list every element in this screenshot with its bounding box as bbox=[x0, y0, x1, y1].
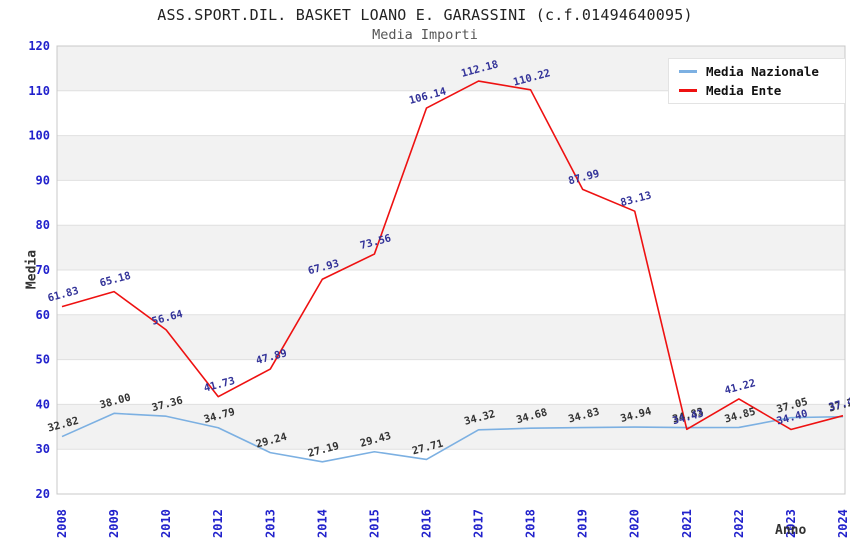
x-tick-label: 2024 bbox=[836, 509, 850, 538]
nazionale-series-line bbox=[61, 412, 844, 463]
y-tick-label: 110 bbox=[28, 84, 50, 98]
legend-label-ente: Media Ente bbox=[706, 82, 782, 98]
x-tick-label: 2012 bbox=[211, 509, 225, 538]
ente-series-line bbox=[61, 80, 844, 431]
y-tick-label: 40 bbox=[36, 397, 50, 411]
x-tick-label: 2018 bbox=[524, 509, 538, 538]
plot-band bbox=[57, 359, 845, 405]
x-axis-title: Anno bbox=[775, 523, 807, 538]
plot-band bbox=[57, 180, 845, 226]
x-tick-label: 2022 bbox=[732, 509, 746, 538]
x-tick-label: 2019 bbox=[576, 509, 590, 538]
y-tick-label: 50 bbox=[36, 353, 50, 367]
y-tick-label: 100 bbox=[28, 129, 50, 143]
y-tick-label: 90 bbox=[36, 173, 50, 187]
x-tick-label: 2016 bbox=[419, 509, 433, 538]
y-axis-title: Media bbox=[24, 249, 40, 290]
x-tick-label: 2023 bbox=[784, 509, 798, 538]
y-tick-label: 80 bbox=[36, 218, 50, 232]
legend-label-nazionale: Media Nazionale bbox=[706, 64, 819, 80]
ente-line-swatch-icon bbox=[679, 88, 697, 92]
x-tick-label: 2008 bbox=[55, 509, 69, 538]
plot-border bbox=[56, 45, 846, 495]
x-tick-label: 2021 bbox=[680, 509, 694, 538]
plot-band bbox=[57, 314, 845, 360]
x-tick-label: 2010 bbox=[159, 509, 173, 538]
x-tick-label: 2009 bbox=[107, 509, 121, 538]
y-tick-label: 70 bbox=[36, 263, 50, 277]
chart-title: ASS.SPORT.DIL. BASKET LOANO E. GARASSINI… bbox=[157, 6, 693, 24]
x-tick-label: 2015 bbox=[367, 509, 381, 538]
x-tick-label: 2013 bbox=[263, 509, 277, 538]
legend-item-nazionale: Media Nazionale bbox=[669, 64, 845, 79]
chart-subtitle: Media Importi bbox=[372, 27, 478, 43]
legend: Media Nazionale Media Ente bbox=[668, 58, 846, 104]
y-tick-label: 120 bbox=[28, 39, 50, 53]
x-tick-label: 2020 bbox=[628, 509, 642, 538]
legend-item-ente: Media Ente bbox=[669, 83, 845, 98]
y-tick-label: 30 bbox=[36, 442, 50, 456]
x-tick-label: 2017 bbox=[472, 509, 486, 538]
plot-band bbox=[57, 449, 845, 494]
plot-band bbox=[57, 225, 845, 270]
y-tick-label: 20 bbox=[36, 487, 50, 501]
plot-band bbox=[57, 270, 845, 315]
plot-band bbox=[57, 135, 845, 181]
y-tick-label: 60 bbox=[36, 308, 50, 322]
nazionale-line-swatch-icon bbox=[679, 70, 697, 74]
x-tick-label: 2014 bbox=[315, 509, 329, 538]
